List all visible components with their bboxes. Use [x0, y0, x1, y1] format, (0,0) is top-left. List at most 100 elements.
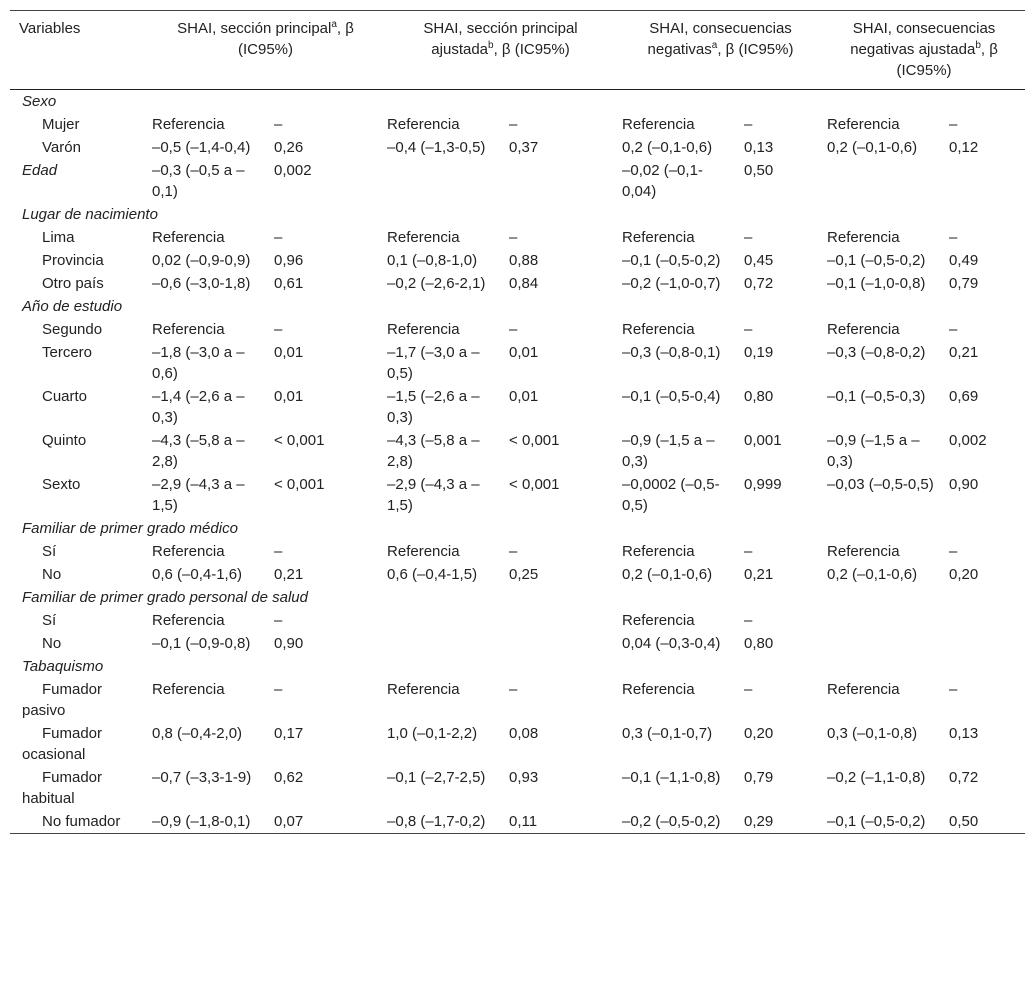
level-label: No — [42, 635, 62, 652]
p-value: 0,21 — [949, 344, 979, 361]
empty-cell — [945, 632, 1025, 655]
beta-ci: –2,9 (–4,3 a –1,5) — [387, 476, 480, 514]
beta-ci: 1,0 (–0,1-2,2) — [387, 725, 478, 742]
p-value: 0,13 — [949, 725, 979, 742]
table-row: No fumador –0,9 (–1,8-0,1) 0,07 –0,8 (–1,7-… — [10, 810, 1025, 834]
p-value: < 0,001 — [509, 476, 560, 493]
level-label: Lima — [42, 229, 75, 246]
p-value: 0,45 — [744, 252, 774, 269]
p-value: 0,001 — [744, 432, 782, 449]
beta-ci: Referencia — [387, 116, 460, 133]
p-value: 0,50 — [744, 162, 774, 179]
header-text: SHAI, sección principal — [177, 20, 332, 37]
header-cell: SHAI, sección principala, β (IC95%) — [148, 10, 384, 90]
p-value: – — [949, 681, 958, 698]
beta-ci: –0,03 (–0,5-0,5) — [827, 476, 934, 493]
beta-ci: Referencia — [152, 543, 225, 560]
level-label: Quinto — [42, 432, 87, 449]
table-row: Sí Referencia – Referencia – — [10, 609, 1025, 632]
p-value: 0,61 — [274, 275, 304, 292]
beta-ci: –1,5 (–2,6 a –0,3) — [387, 388, 480, 426]
empty-cell — [823, 609, 945, 632]
table-body: Sexo Mujer Referencia – Referencia – Referenci… — [10, 90, 1025, 834]
beta-ci: Referencia — [387, 229, 460, 246]
header-text: , β (IC95%) — [717, 41, 794, 58]
p-value: – — [509, 116, 518, 133]
beta-ci: Referencia — [152, 229, 225, 246]
beta-ci: Referencia — [622, 612, 695, 629]
empty-cell — [823, 632, 945, 655]
header-superscript: a — [331, 19, 337, 30]
p-value: 0,17 — [274, 725, 304, 742]
p-value: 0,01 — [509, 344, 539, 361]
level-label: Sí — [42, 612, 57, 629]
beta-ci: –0,2 (–0,5-0,2) — [622, 813, 721, 830]
p-value: 0,62 — [274, 769, 304, 786]
beta-ci: 0,04 (–0,3-0,4) — [622, 635, 721, 652]
beta-ci: 0,6 (–0,4-1,5) — [387, 566, 478, 583]
beta-ci: –0,1 (–0,5-0,3) — [827, 388, 926, 405]
p-value: 0,26 — [274, 139, 304, 156]
level-label: Fumador pasivo — [22, 681, 103, 719]
beta-ci: –0,1 (–0,5-0,2) — [622, 252, 721, 269]
table-row: Sí Referencia – Referencia – Referencia – Refer… — [10, 540, 1025, 563]
table-row: Lugar de nacimiento — [10, 203, 1025, 226]
p-value: 0,11 — [509, 813, 538, 830]
p-value: 0,20 — [744, 725, 774, 742]
empty-cell — [505, 609, 618, 632]
header-cell: SHAI, consecuencias negativasa, β (IC95%… — [618, 10, 824, 90]
beta-ci: –1,4 (–2,6 a –0,3) — [152, 388, 245, 426]
beta-ci: Referencia — [622, 543, 695, 560]
beta-ci: –0,5 (–1,4-0,4) — [152, 139, 251, 156]
beta-ci: 0,2 (–0,1-0,6) — [827, 566, 918, 583]
level-label: No — [42, 566, 62, 583]
beta-ci: 0,2 (–0,1-0,6) — [622, 566, 713, 583]
level-label: Otro país — [42, 275, 104, 292]
p-value: 0,72 — [949, 769, 979, 786]
table-row: Año de estudio — [10, 295, 1025, 318]
p-value: 0,19 — [744, 344, 774, 361]
beta-ci: Referencia — [827, 543, 900, 560]
beta-ci: Referencia — [622, 321, 695, 338]
header-text: SHAI, consecuencias negativas — [647, 20, 792, 58]
header-superscript: a — [711, 40, 718, 51]
table-row: Provincia 0,02 (–0,9-0,9) 0,96 0,1 (–0,8-1,… — [10, 249, 1025, 272]
p-value: 0,90 — [274, 635, 304, 652]
p-value: 0,93 — [509, 769, 539, 786]
beta-ci: –0,7 (–3,3-1-9) — [152, 769, 252, 786]
p-value: 0,90 — [949, 476, 979, 493]
p-value: 0,20 — [949, 566, 979, 583]
beta-ci: 0,02 (–0,9-0,9) — [152, 252, 251, 269]
beta-ci: –0,2 (–1,0-0,7) — [622, 275, 721, 292]
header-text: SHAI, sección principal ajustada — [423, 20, 578, 58]
beta-ci: Referencia — [622, 229, 695, 246]
variable-label: Lugar de nacimiento — [22, 206, 158, 223]
empty-cell — [383, 632, 505, 655]
beta-ci: Referencia — [827, 321, 900, 338]
table-row: Familiar de primer grado médico — [10, 517, 1025, 540]
table-row: No 0,6 (–0,4-1,6) 0,21 0,6 (–0,4-1,5) 0,25 0,… — [10, 563, 1025, 586]
empty-cell — [505, 632, 618, 655]
variable-label: Edad — [22, 162, 58, 179]
p-value: 0,49 — [949, 252, 979, 269]
empty-cell — [383, 609, 505, 632]
beta-ci: Referencia — [827, 116, 900, 133]
beta-ci: –0,02 (–0,1-0,04) — [622, 162, 703, 200]
empty-cell — [945, 159, 1025, 203]
level-label: Cuarto — [42, 388, 88, 405]
p-value: – — [744, 321, 753, 338]
p-value: – — [274, 116, 283, 133]
p-value: 0,25 — [509, 566, 539, 583]
p-value: – — [949, 321, 958, 338]
beta-ci: Referencia — [152, 116, 225, 133]
header-cell: SHAI, sección principal ajustadab, β (IC… — [383, 10, 619, 90]
beta-ci: Referencia — [827, 229, 900, 246]
beta-ci: –0,3 (–0,5 a –0,1) — [152, 162, 245, 200]
table-header: Variables SHAI, sección principala, β (IC… — [10, 10, 1026, 90]
empty-cell — [823, 159, 945, 203]
p-value: 0,29 — [744, 813, 774, 830]
p-value: – — [509, 543, 518, 560]
empty-cell — [383, 159, 505, 203]
table-row: Fumador ocasional 0,8 (–0,4-2,0) 0,17 1,0 (… — [10, 722, 1025, 766]
variable-label: Familiar de primer grado médico — [22, 520, 238, 537]
